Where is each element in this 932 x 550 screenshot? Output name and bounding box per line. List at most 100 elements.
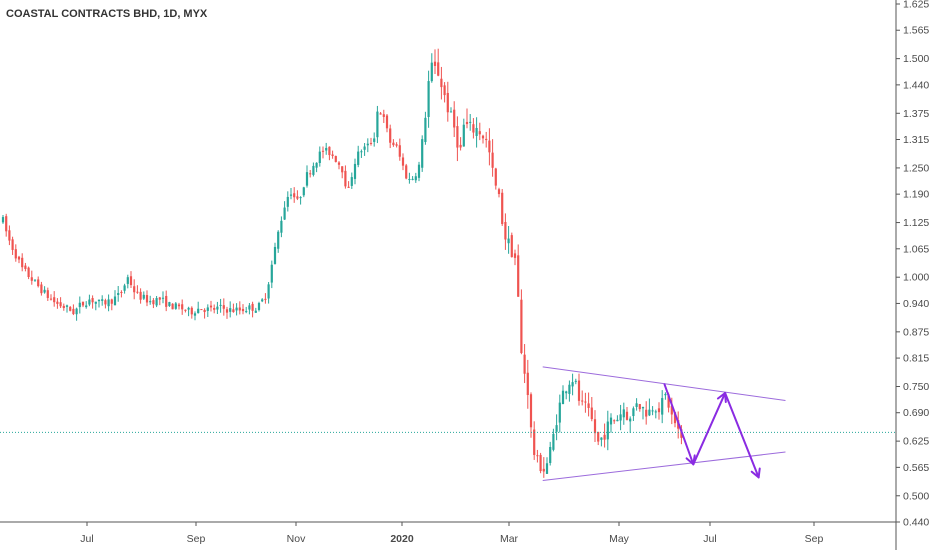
candle xyxy=(481,134,485,144)
candle xyxy=(411,176,414,181)
projection-segment xyxy=(692,392,727,466)
candle-body xyxy=(513,253,517,258)
candle xyxy=(293,187,296,203)
candle xyxy=(251,301,254,318)
candle-body xyxy=(165,295,168,307)
candle-body xyxy=(456,126,459,148)
candle xyxy=(193,311,197,321)
candle xyxy=(302,186,305,198)
candle xyxy=(219,298,222,313)
candle-body xyxy=(126,277,129,284)
candle-body xyxy=(174,303,177,309)
candle-body xyxy=(414,176,417,181)
y-tick-label: 1.440 xyxy=(903,79,929,91)
x-tick-label: Jul xyxy=(80,533,93,545)
candle xyxy=(584,392,587,413)
candle-body xyxy=(235,307,238,311)
candle xyxy=(635,398,638,411)
candle-body xyxy=(273,246,277,264)
candle xyxy=(37,276,40,288)
candle xyxy=(382,109,385,123)
candle xyxy=(494,167,497,190)
candle-body xyxy=(590,407,593,420)
candle-body xyxy=(465,121,469,125)
candle-body xyxy=(104,300,107,305)
candle-body xyxy=(577,380,581,401)
candle-body xyxy=(261,299,264,302)
candle-body xyxy=(296,196,299,199)
candle xyxy=(72,304,75,316)
candle xyxy=(181,299,184,315)
candle xyxy=(5,213,8,237)
candle xyxy=(424,111,427,145)
candle xyxy=(654,409,657,419)
candle-body xyxy=(238,307,241,311)
x-axis: Jul Sep Nov 2020 Mar May Jul Sep xyxy=(0,521,896,545)
candle xyxy=(363,142,366,156)
candle xyxy=(529,392,533,438)
candle-body xyxy=(357,151,360,165)
candle-body xyxy=(8,230,11,241)
candle-body xyxy=(488,140,491,153)
candle xyxy=(488,128,491,166)
candle-body xyxy=(622,409,625,418)
candle-body xyxy=(645,409,648,417)
candle xyxy=(440,66,443,100)
candle xyxy=(200,309,203,311)
candle xyxy=(145,290,149,307)
candle-body xyxy=(440,78,443,88)
candle-body xyxy=(94,301,97,304)
candle xyxy=(629,416,632,433)
candle xyxy=(24,262,27,272)
candle-body xyxy=(449,111,453,113)
candle-body xyxy=(421,139,424,168)
candle xyxy=(257,301,261,312)
candle xyxy=(353,158,357,185)
candle-body xyxy=(392,142,395,146)
candle xyxy=(344,165,347,189)
candle xyxy=(369,137,373,146)
candle-body xyxy=(305,172,309,186)
candle xyxy=(513,249,517,266)
candle xyxy=(152,298,155,309)
candle xyxy=(517,244,520,297)
candle-body xyxy=(257,303,261,310)
candle xyxy=(283,201,286,220)
candle-body xyxy=(40,284,43,294)
candle-body xyxy=(149,301,152,303)
candle-body xyxy=(321,150,325,152)
candle xyxy=(190,306,193,319)
candle xyxy=(155,295,158,308)
candle-body xyxy=(504,221,507,240)
candle xyxy=(552,428,555,452)
candle xyxy=(296,190,299,201)
candle xyxy=(606,410,609,451)
candle-body xyxy=(43,289,46,293)
candle-body xyxy=(251,303,254,311)
candle xyxy=(129,271,133,289)
candle xyxy=(449,107,453,113)
candle-body xyxy=(593,419,597,434)
candle-body xyxy=(526,372,529,396)
candle xyxy=(542,457,545,478)
y-tick-label: 1.565 xyxy=(903,25,929,37)
candle-body xyxy=(424,117,427,143)
candle xyxy=(261,298,264,303)
candle xyxy=(309,169,312,178)
candle xyxy=(33,279,37,282)
candle-body xyxy=(62,305,65,309)
candle-body xyxy=(203,309,206,313)
candle-body xyxy=(315,162,318,168)
candle-body xyxy=(344,170,347,187)
candle-body xyxy=(478,131,481,135)
candle-body xyxy=(270,264,273,283)
candle-body xyxy=(193,313,197,316)
candle xyxy=(645,401,648,425)
candle xyxy=(305,165,309,188)
candle-body xyxy=(37,279,40,287)
candle xyxy=(59,297,62,309)
candle xyxy=(27,266,30,280)
y-tick-label: 0.500 xyxy=(903,490,929,502)
candle-body xyxy=(398,145,401,157)
